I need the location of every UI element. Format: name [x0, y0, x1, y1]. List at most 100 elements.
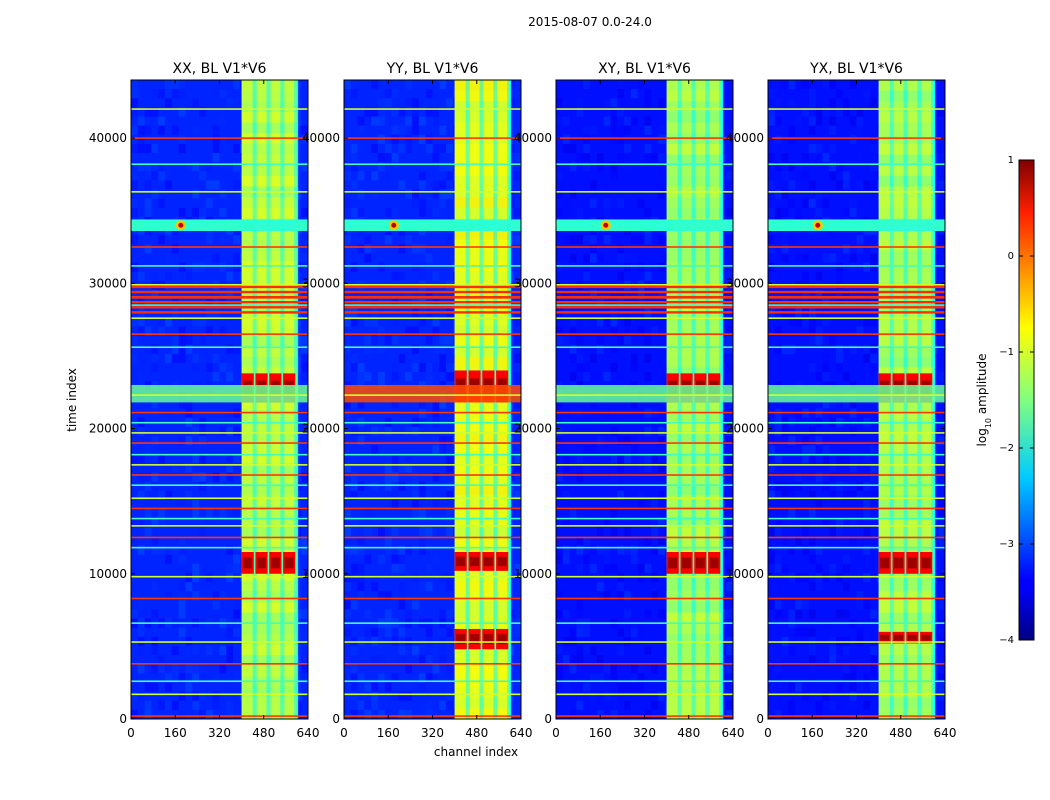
noise-cell	[870, 445, 877, 455]
noise-cell	[808, 609, 816, 619]
colorbar-tick-label: 1	[1008, 155, 1014, 166]
noise-cell	[768, 490, 775, 500]
noise-cell	[624, 262, 631, 272]
band-cell	[666, 314, 722, 325]
noise-cell	[630, 664, 638, 674]
band-cell	[878, 623, 934, 634]
noise-cell	[774, 527, 782, 537]
band-cell	[878, 303, 934, 315]
noise-cell	[624, 682, 631, 692]
flagged-row	[768, 597, 945, 600]
noise-cell	[768, 454, 775, 464]
band-cell	[241, 612, 297, 624]
band-cell	[666, 165, 722, 176]
noise-cell	[137, 271, 145, 281]
flagged-row	[131, 394, 308, 396]
flagged-row	[344, 108, 521, 110]
noise-cell	[630, 235, 638, 245]
noise-cell	[350, 700, 358, 710]
band-cell	[241, 697, 297, 709]
x-tick-label: 480	[889, 726, 912, 740]
band-cell	[878, 644, 934, 656]
noise-cell	[822, 299, 830, 309]
noise-cell	[398, 490, 406, 500]
noise-cell	[556, 436, 563, 446]
noise-cell	[412, 107, 419, 117]
noise-cell	[371, 445, 379, 455]
noise-cell	[151, 454, 159, 464]
noise-cell	[371, 80, 379, 90]
noise-cell	[357, 545, 365, 555]
noise-cell	[774, 134, 782, 144]
noise-cell	[151, 162, 159, 172]
noise-cell	[226, 235, 234, 245]
hot-spot	[603, 222, 609, 228]
noise-cell	[822, 445, 830, 455]
x-tick-label: 640	[297, 726, 320, 740]
noise-cell	[808, 198, 816, 208]
band-cell	[454, 420, 510, 432]
flagged-row	[344, 191, 521, 193]
flagged-row	[556, 575, 733, 578]
noise-cell	[726, 563, 733, 573]
noise-cell	[178, 499, 186, 510]
y-tick-label: 30000	[302, 276, 340, 290]
noise-cell	[829, 289, 837, 300]
noise-cell	[144, 299, 152, 309]
noise-cell	[192, 673, 200, 683]
noise-cell	[371, 317, 379, 327]
noise-cell	[863, 572, 871, 583]
noise-cell	[556, 554, 563, 564]
noise-cell	[576, 299, 584, 309]
noise-cell	[344, 545, 351, 555]
noise-cell	[829, 253, 837, 263]
noise-cell	[808, 426, 816, 437]
noise-cell	[576, 107, 584, 117]
noise-cell	[768, 463, 775, 473]
noise-cell	[357, 673, 365, 683]
noise-cell	[856, 244, 864, 254]
strong-emission-core	[894, 557, 903, 569]
flagged-row	[556, 484, 733, 486]
noise-cell	[185, 490, 193, 500]
noise-cell	[815, 572, 823, 583]
flagged-row	[556, 453, 733, 456]
noise-cell	[432, 116, 440, 126]
y-tick-label: 30000	[726, 276, 764, 290]
flagged-row	[344, 464, 521, 466]
noise-cell	[514, 627, 521, 637]
noise-cell	[384, 709, 392, 719]
noise-cell	[802, 509, 809, 519]
noise-cell	[822, 80, 830, 90]
noise-cell	[576, 691, 584, 701]
noise-cell	[726, 700, 733, 710]
noise-cell	[185, 582, 193, 592]
x-tick-label: 320	[845, 726, 868, 740]
noise-cell	[344, 344, 351, 354]
noise-cell	[808, 143, 816, 154]
flagged-row	[131, 575, 308, 578]
noise-cell	[726, 582, 733, 592]
noise-cell	[583, 536, 591, 546]
noise-cell	[418, 207, 426, 217]
band-cell	[241, 452, 297, 464]
flagged-row	[768, 394, 945, 396]
noise-cell	[233, 563, 240, 573]
noise-cell	[205, 572, 213, 583]
noise-cell	[815, 499, 823, 510]
noise-cell	[233, 344, 240, 354]
flagged-row	[344, 641, 521, 643]
noise-cell	[219, 472, 227, 482]
noise-cell	[131, 673, 138, 683]
noise-cell	[425, 143, 433, 154]
noise-cell	[514, 609, 521, 619]
band-cell	[666, 452, 722, 464]
noise-cell	[398, 709, 406, 719]
flagged-row	[344, 163, 521, 166]
noise-cell	[364, 372, 372, 382]
band-cell	[454, 506, 510, 517]
noise-cell	[870, 344, 877, 354]
noise-cell	[610, 426, 618, 437]
noise-cell	[562, 289, 570, 300]
noise-cell	[405, 372, 413, 382]
